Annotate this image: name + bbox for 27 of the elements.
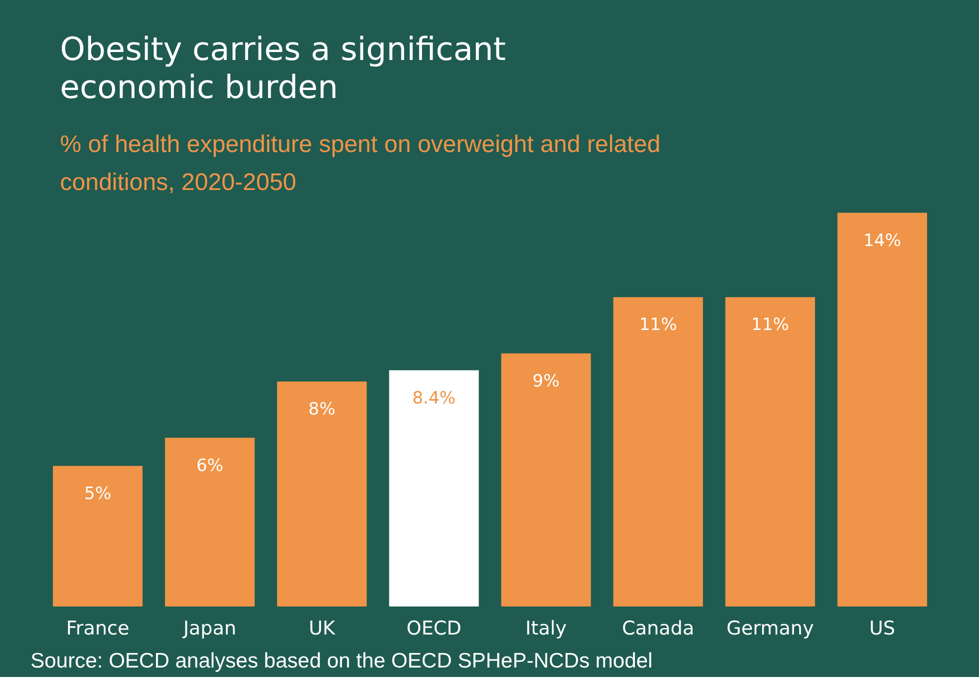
data-label: 5% — [84, 484, 112, 504]
data-label: 8% — [308, 400, 336, 420]
x-tick-label: France — [66, 618, 130, 640]
data-label: 11% — [639, 315, 678, 336]
source-note: Source: OECD analyses based on the OECD SPHeP-NCDs model — [30, 650, 653, 672]
data-label: 11% — [751, 315, 790, 336]
chart-title: Obesity carries a significant economic burden — [60, 30, 507, 106]
x-tick-label: Japan — [182, 618, 236, 640]
x-tick-label: UK — [308, 618, 336, 640]
chart-subtitle: % of health expenditure spent on overweight and related conditions, 2020-2050 — [60, 130, 662, 198]
bar — [837, 212, 928, 606]
data-label: 14% — [863, 230, 902, 251]
x-tick-label: OECD — [406, 618, 462, 640]
bar — [52, 466, 143, 606]
bar — [389, 370, 479, 606]
bar — [164, 438, 255, 606]
data-label: 8.4% — [412, 388, 456, 408]
x-tick-label: Italy — [525, 618, 567, 640]
x-tick-label: Germany — [726, 618, 814, 640]
bar — [613, 297, 703, 606]
x-tick-label: Canada — [622, 618, 694, 640]
bar — [277, 382, 367, 606]
data-label: 6% — [196, 456, 224, 476]
x-tick-label: US — [869, 618, 896, 640]
bar — [725, 297, 816, 606]
data-label: 9% — [532, 371, 560, 392]
bar — [501, 353, 591, 606]
